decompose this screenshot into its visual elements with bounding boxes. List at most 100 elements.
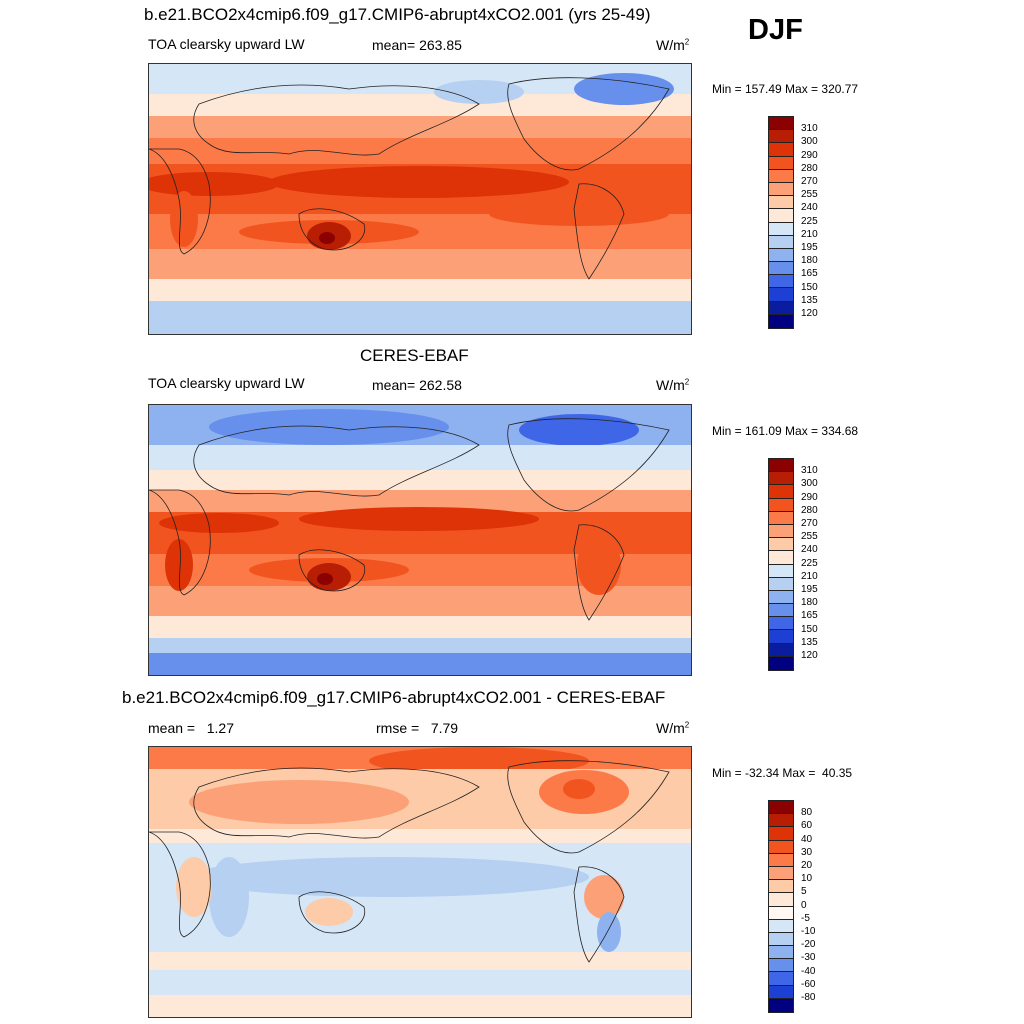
colorbar-tick-label: 30 [801,846,813,858]
season-label: DJF [748,14,803,46]
colorbar-swatch [769,814,793,828]
colorbar-tick-label: -30 [801,952,816,964]
colorbar-swatch [769,196,793,210]
panel-2-map [148,404,692,676]
colorbar-swatch [769,840,793,854]
colorbar-swatch [769,117,793,131]
colorbar-tick-label: 210 [801,228,818,240]
colorbar-swatch [769,919,793,933]
colorbar-tick-label: 0 [801,899,807,911]
colorbar-tick-label: -5 [801,912,810,924]
colorbar-tick-label: 240 [801,544,818,556]
colorbar-tick-label: 150 [801,281,818,293]
colorbar-swatch [769,156,793,170]
colorbar-swatch [769,880,793,894]
colorbar-swatch [769,590,793,605]
colorbar-swatch [769,906,793,920]
colorbar-tick-label: 10 [801,873,813,885]
panel-1-title: b.e21.BCO2x4cmip6.f09_g17.CMIP6-abrupt4x… [144,5,651,24]
colorbar-swatch [769,853,793,867]
panel-2-map-field [149,405,691,675]
panel-3-minmax: Min = -32.34 Max = 40.35 [712,766,853,780]
colorbar-tick-label: 60 [801,820,813,832]
colorbar-tick-label: 270 [801,518,818,529]
colorbar-tick-label: 165 [801,610,818,622]
colorbar-swatch [769,485,793,499]
panel-3-title: b.e21.BCO2x4cmip6.f09_g17.CMIP6-abrupt4x… [122,688,666,707]
colorbar-swatch [769,301,793,315]
colorbar-tick-label: 280 [801,504,818,516]
colorbar-swatch [769,827,793,841]
panel-2-title: CERES-EBAF [360,346,469,365]
colorbar-swatch [769,998,793,1012]
colorbar-tick-label: 225 [801,557,818,569]
colorbar-tick-label: 195 [801,242,818,253]
panel-3-mean-label: mean = 1.27 [148,720,235,736]
colorbar-swatch [769,511,793,525]
colorbar-tick-label: 310 [801,123,818,135]
colorbar-tick-label: 210 [801,570,818,582]
panel-2-units: W/m2 [656,377,690,393]
colorbar-tick-label: 255 [801,531,818,543]
panel-3-colorbar [768,800,794,1013]
colorbar-tick-label: 20 [801,860,813,871]
colorbar-tick-label: 255 [801,189,818,201]
colorbar-swatch [769,143,793,157]
colorbar-tick-label: 290 [801,491,818,503]
colorbar-tick-label: -20 [801,939,816,951]
panel-1-map [148,63,692,335]
colorbar-tick-label: 310 [801,465,818,477]
colorbar-tick-label: 270 [801,176,818,187]
colorbar-swatch [769,459,793,473]
colorbar-tick-label: 225 [801,215,818,227]
colorbar-tick-label: 40 [801,833,813,845]
colorbar-swatch [769,538,793,552]
panel-3-map [148,746,692,1018]
colorbar-swatch [769,275,793,289]
panel-2-minmax: Min = 161.09 Max = 334.68 [712,424,859,438]
panel-2-colorbar [768,458,794,671]
colorbar-tick-label: -40 [801,965,816,977]
colorbar-swatch [769,564,793,578]
panel-2-mean-label: mean= 262.58 [372,377,462,393]
panel-1-units: W/m2 [656,37,690,53]
colorbar-swatch [769,288,793,302]
panel-3-map-field [149,747,691,1017]
colorbar-swatch [769,577,793,591]
colorbar-swatch [769,972,793,986]
colorbar-swatch [769,656,793,670]
colorbar-swatch [769,551,793,565]
colorbar-swatch [769,235,793,249]
colorbar-tick-label: 180 [801,255,818,267]
colorbar-swatch [769,985,793,999]
colorbar-swatch [769,472,793,486]
colorbar-swatch [769,866,793,881]
colorbar-tick-label: 135 [801,294,818,306]
panel-1-minmax: Min = 157.49 Max = 320.77 [712,82,859,96]
panel-3-units: W/m2 [656,720,690,736]
colorbar-swatch [769,630,793,644]
colorbar-tick-label: 120 [801,308,818,319]
colorbar-tick-label: 5 [801,886,807,898]
colorbar-swatch [769,314,793,328]
panel-2-variable-label: TOA clearsky upward LW [148,375,305,391]
colorbar-tick-label: 150 [801,623,818,635]
colorbar-tick-label: -60 [801,978,816,990]
colorbar-tick-label: 300 [801,478,818,490]
panel-1-colorbar [768,116,794,329]
panel-1-mean-label: mean= 263.85 [372,37,462,53]
colorbar-swatch [769,932,793,947]
colorbar-swatch [769,130,793,144]
colorbar-swatch [769,182,793,197]
colorbar-swatch [769,262,793,276]
colorbar-swatch [769,498,793,512]
colorbar-tick-label: 280 [801,162,818,174]
colorbar-tick-label: 180 [801,597,818,609]
colorbar-swatch [769,801,793,815]
colorbar-tick-label: 300 [801,136,818,148]
colorbar-tick-label: 195 [801,584,818,595]
colorbar-tick-label: -10 [801,926,816,937]
colorbar-tick-label: 120 [801,650,818,661]
colorbar-swatch [769,169,793,183]
panel-1-map-field [149,64,691,334]
